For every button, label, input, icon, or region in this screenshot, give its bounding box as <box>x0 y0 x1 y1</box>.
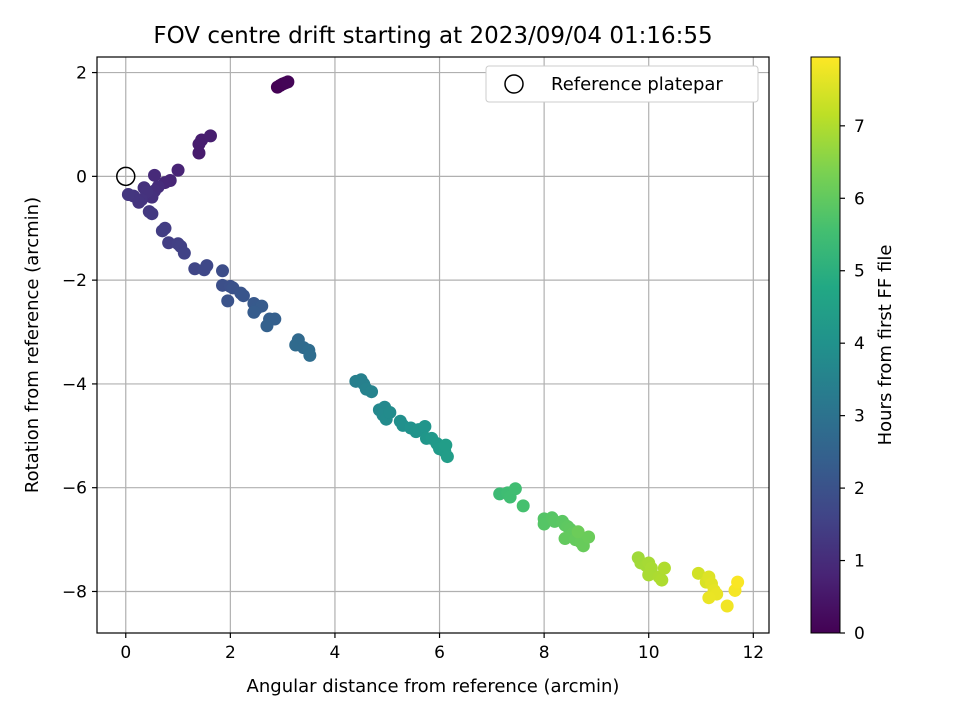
x-tick-label: 8 <box>539 643 550 663</box>
plot-area: 0 2 4 6 8 10 12 2 0 −2 −4 −6 −8 <box>62 56 770 663</box>
data-point <box>365 385 379 399</box>
x-tick-label: 2 <box>225 643 236 663</box>
data-point <box>221 294 235 308</box>
data-point <box>558 532 572 546</box>
colorbar-tick-label: 4 <box>854 334 865 354</box>
data-point <box>200 259 214 273</box>
chart-title: FOV centre drift starting at 2023/09/04 … <box>153 23 712 49</box>
x-axis-label: Angular distance from reference (arcmin) <box>247 676 620 697</box>
data-point <box>383 405 397 419</box>
data-point <box>145 207 159 221</box>
data-point <box>203 129 217 143</box>
data-point <box>582 530 596 544</box>
legend-marker-reference <box>504 74 524 94</box>
x-tick-label: 4 <box>330 643 341 663</box>
data-point <box>418 419 432 433</box>
x-axis-ticks: 0 2 4 6 8 10 12 <box>120 633 764 663</box>
y-tick-label: −8 <box>62 582 87 602</box>
colorbar-tick-label: 0 <box>854 624 865 644</box>
plot-frame <box>96 56 770 634</box>
colorbar-tick-label: 1 <box>854 552 865 572</box>
data-point <box>571 525 585 539</box>
y-axis-label: Rotation from reference (arcmin) <box>22 197 43 493</box>
data-point <box>516 499 530 513</box>
data-point <box>720 599 734 613</box>
data-point <box>155 224 169 238</box>
y-tick-label: −4 <box>62 375 87 395</box>
y-tick-label: 2 <box>76 64 87 84</box>
data-point <box>439 438 453 452</box>
y-axis-ticks: 2 0 −2 −4 −6 −8 <box>62 64 97 602</box>
data-point <box>188 262 202 276</box>
data-point <box>731 575 745 589</box>
data-points <box>121 75 745 613</box>
legend-box <box>485 65 759 103</box>
data-point <box>236 289 250 303</box>
data-point <box>162 236 176 250</box>
colorbar-ticks: 0 1 2 3 4 5 6 7 <box>840 117 865 644</box>
data-point <box>148 168 162 182</box>
data-point <box>691 566 705 580</box>
colorbar-tick-label: 5 <box>854 262 865 282</box>
data-point <box>281 75 295 89</box>
data-point <box>171 163 185 177</box>
y-tick-label: −2 <box>62 271 87 291</box>
data-point <box>247 305 261 319</box>
colorbar-tick-label: 7 <box>854 117 865 137</box>
x-tick-label: 10 <box>638 643 660 663</box>
data-point <box>121 188 135 202</box>
reference-platepar-marker <box>116 166 136 187</box>
data-point <box>260 319 274 333</box>
data-point <box>177 246 191 260</box>
colorbar-tick-label: 2 <box>854 479 865 499</box>
x-tick-label: 12 <box>742 643 764 663</box>
data-point <box>440 450 454 464</box>
data-point <box>642 568 656 582</box>
data-point <box>657 561 671 575</box>
y-tick-label: −6 <box>62 479 87 499</box>
y-tick-label: 0 <box>76 167 87 187</box>
legend: Reference platepar <box>485 65 759 103</box>
x-tick-label: 0 <box>120 643 131 663</box>
colorbar-tick-label: 3 <box>854 407 865 427</box>
data-point <box>655 573 669 587</box>
data-point <box>702 591 716 605</box>
colorbar-label: Hours from first FF file <box>875 245 896 446</box>
colorbar: 0 1 2 3 4 5 6 7 Hours from first FF file <box>810 56 896 644</box>
legend-label-reference: Reference platepar <box>551 74 723 95</box>
x-tick-label: 6 <box>434 643 445 663</box>
colorbar-tick-label: 6 <box>854 189 865 209</box>
colorbar-gradient <box>810 56 841 634</box>
data-point <box>216 264 230 278</box>
data-point <box>303 348 317 362</box>
grid <box>97 57 769 633</box>
data-point <box>508 482 522 496</box>
